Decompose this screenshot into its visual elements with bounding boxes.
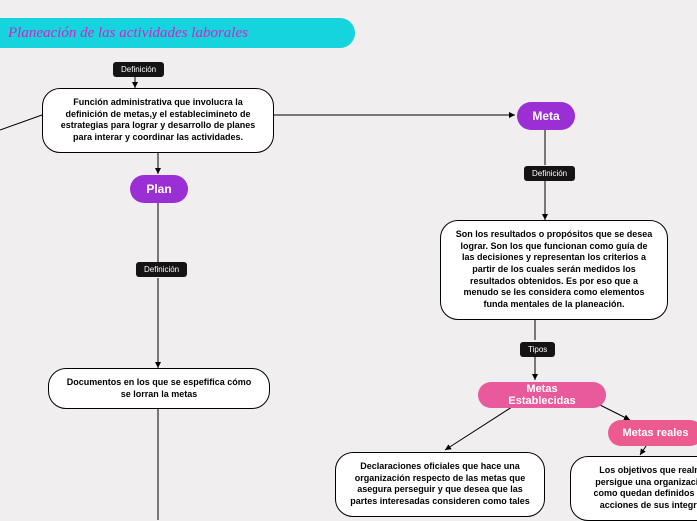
label-definicion-3: Definición <box>524 166 575 181</box>
node-funcion: Función administrativa que involucra la … <box>42 88 274 153</box>
node-documentos: Documentos en los que se espefifica cómo… <box>48 368 270 409</box>
label-tipos: Tipos <box>520 342 555 357</box>
node-establecidas: Metas Establecidas <box>478 382 606 408</box>
title-bar: Planeación de las actividades laborales <box>0 18 355 48</box>
node-objetivos: Los objetivos que realmente persigue una… <box>570 456 697 521</box>
node-resultados: Son los resultados o propósitos que se d… <box>440 220 668 320</box>
node-plan: Plan <box>130 175 188 203</box>
page-title: Planeación de las actividades laborales <box>8 25 248 42</box>
node-meta: Meta <box>517 102 575 130</box>
label-definicion-2: Definición <box>136 262 187 277</box>
label-definicion-1: Definición <box>113 62 164 77</box>
node-reales: Metas reales <box>608 420 697 446</box>
node-declaraciones: Declaraciones oficiales que hace una org… <box>335 452 545 517</box>
